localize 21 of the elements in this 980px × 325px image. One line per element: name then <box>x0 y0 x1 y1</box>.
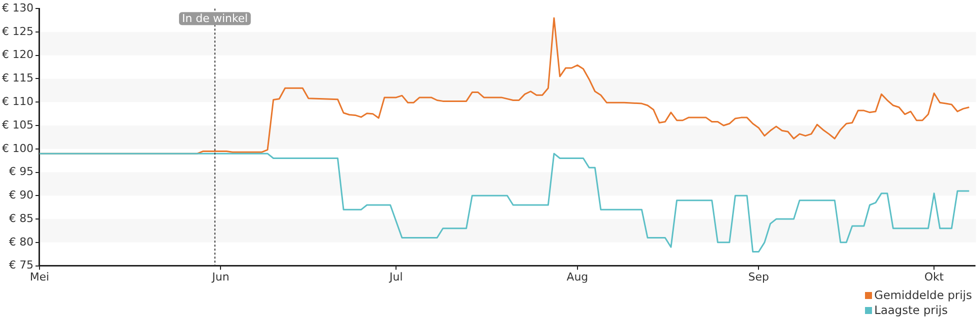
y-tick-label: € 90 <box>8 188 34 202</box>
y-tick-label: € 110 <box>2 94 34 108</box>
x-tick-label: Mei <box>30 270 50 284</box>
legend-label: Laagste prijs <box>874 303 948 318</box>
y-tick-label: € 130 <box>2 1 34 14</box>
x-tick-label: Aug <box>566 270 588 284</box>
y-tick-label: € 95 <box>8 165 34 178</box>
y-tick-label: € 120 <box>2 48 34 62</box>
x-tick-label: Okt <box>924 270 944 284</box>
y-tick-label: € 115 <box>2 72 34 85</box>
y-tick-label: € 125 <box>2 24 34 38</box>
x-tick-label: Sep <box>748 270 770 284</box>
y-tick-label: € 100 <box>2 142 34 155</box>
y-tick-label: € 105 <box>2 118 34 132</box>
ref-line-label: In de winkel <box>182 12 248 25</box>
x-tick-label: Jul <box>388 270 403 284</box>
y-tick-label: € 85 <box>8 212 34 225</box>
y-tick-label: € 80 <box>8 235 34 248</box>
y-tick-label: € 75 <box>8 258 34 272</box>
legend-label: Gemiddelde prijs <box>874 288 972 303</box>
x-tick-label: Jun <box>211 270 230 284</box>
